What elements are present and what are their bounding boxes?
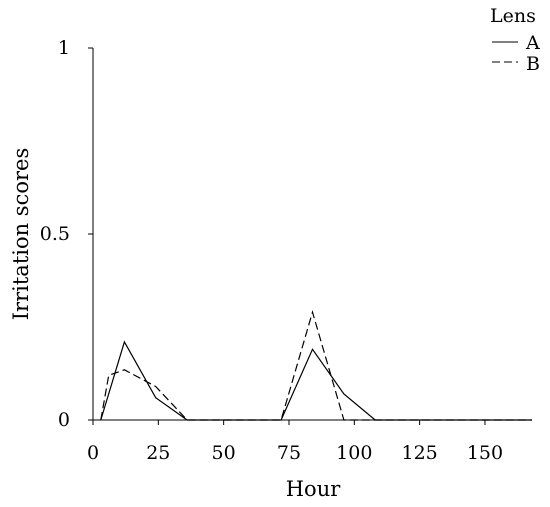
x-tick-label: 25	[146, 442, 170, 464]
x-tick-label: 75	[277, 442, 301, 464]
x-ticks: 0 25 50 75 100 125 150	[87, 420, 503, 464]
legend-title: Lens	[490, 5, 536, 27]
series-line-a	[100, 340, 532, 421]
x-tick-label: 50	[212, 442, 236, 464]
legend-label-a: A	[525, 32, 540, 54]
y-axis-title: Irritation scores	[9, 148, 33, 320]
x-tick-label: 125	[402, 442, 438, 464]
y-tick-label: 1	[58, 37, 70, 59]
series-group	[100, 309, 532, 421]
x-axis-title: Hour	[286, 477, 341, 501]
x-tick-label: 100	[336, 442, 372, 464]
legend: Lens A B	[490, 5, 540, 75]
x-tick-label: 150	[467, 442, 503, 464]
legend-label-b: B	[526, 53, 540, 75]
y-ticks: 00.51	[40, 37, 93, 431]
y-tick-label: 0	[58, 409, 70, 431]
x-tick-label: 0	[87, 442, 99, 464]
series-line-b	[100, 309, 532, 421]
y-tick-label: 0.5	[40, 223, 70, 245]
